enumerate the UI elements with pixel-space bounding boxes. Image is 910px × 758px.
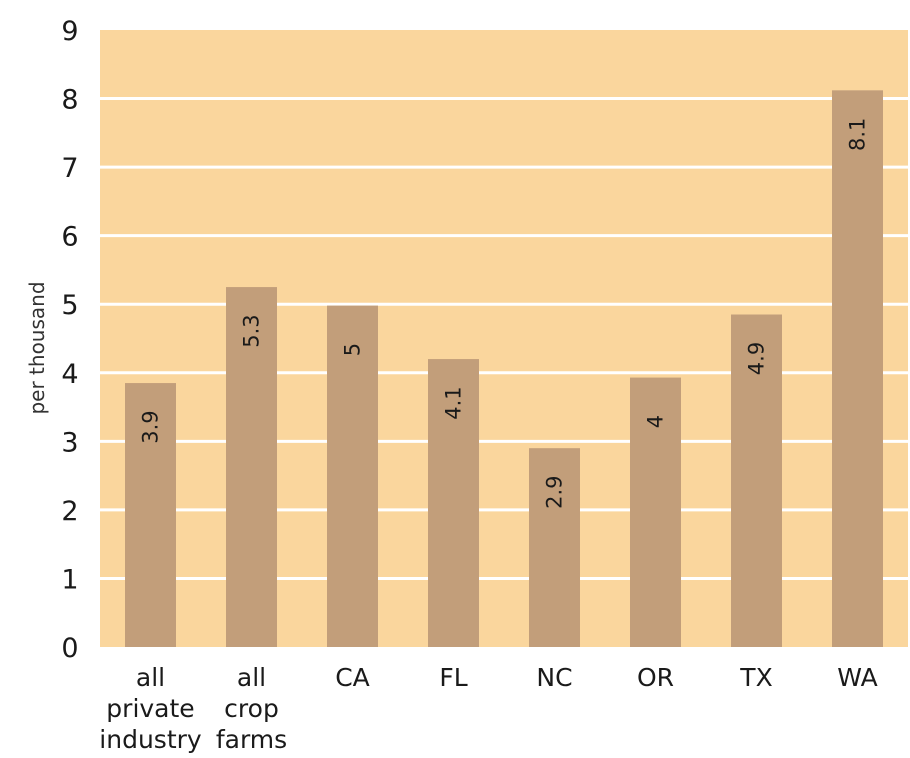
bar-value-label: 5 — [341, 343, 365, 356]
x-tick-label: crop — [224, 694, 279, 723]
y-tick-label: 3 — [61, 427, 78, 458]
bar — [832, 90, 883, 648]
x-tick-label: farms — [216, 725, 287, 754]
bar-value-label: 8.1 — [846, 118, 870, 151]
x-tick-label: WA — [837, 663, 877, 692]
bar — [125, 383, 176, 647]
y-tick-label: 2 — [61, 496, 78, 527]
bar-value-label: 2.9 — [543, 475, 567, 508]
y-axis-ticks: 0 1 2 3 4 5 6 7 8 9 — [61, 16, 78, 664]
x-tick-label: FL — [439, 663, 467, 692]
bar-value-label: 4 — [644, 415, 668, 428]
x-tick-label: all — [136, 663, 165, 692]
y-tick-label: 7 — [61, 153, 78, 184]
plot-area — [100, 30, 908, 647]
bar — [428, 359, 479, 647]
y-tick-label: 0 — [61, 633, 78, 664]
value-labels: 3.9 5.3 5 4.1 2.9 4 4.9 8.1 — [139, 118, 870, 509]
bar-value-label: 5.3 — [240, 314, 264, 347]
y-tick-label: 6 — [61, 222, 78, 253]
x-tick-label: all — [237, 663, 266, 692]
bar — [630, 377, 681, 647]
bar — [529, 448, 580, 647]
bar — [731, 314, 782, 647]
bar — [226, 287, 277, 647]
y-tick-label: 4 — [61, 359, 78, 390]
bar-value-label: 4.1 — [442, 386, 466, 419]
y-axis-label: per thousand — [25, 281, 49, 414]
x-tick-label: OR — [637, 663, 674, 692]
y-tick-label: 5 — [61, 290, 78, 321]
x-tick-label: private — [106, 694, 194, 723]
bars — [125, 90, 883, 648]
x-tick-label: CA — [335, 663, 370, 692]
y-tick-label: 8 — [61, 85, 78, 116]
bar — [327, 305, 378, 647]
y-tick-label: 1 — [61, 564, 78, 595]
bar-value-label: 4.9 — [745, 342, 769, 375]
x-tick-label: NC — [536, 663, 572, 692]
bar-value-label: 3.9 — [139, 410, 163, 443]
x-tick-label: TX — [739, 663, 772, 692]
x-tick-label: industry — [99, 725, 202, 754]
y-tick-label: 9 — [61, 16, 78, 47]
